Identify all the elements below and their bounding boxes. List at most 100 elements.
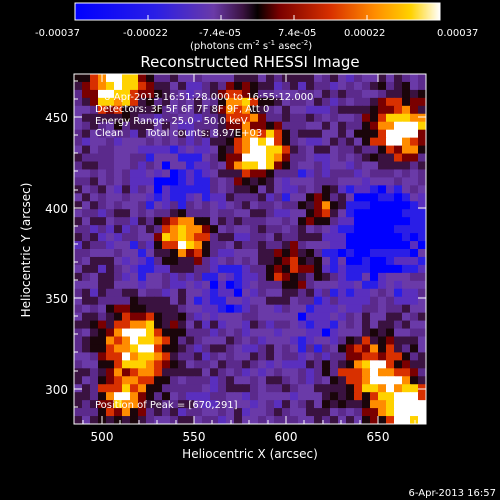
image-pixel [122,352,131,361]
image-pixel [154,113,163,123]
image-pixel [82,296,91,306]
image-pixel [122,137,131,147]
image-pixel [130,217,139,226]
y-axis [74,80,426,408]
image-pixel [242,81,251,91]
image-pixel [74,416,83,424]
image-pixel [186,169,195,178]
image-pixel [258,320,267,330]
image-pixel [290,280,299,290]
image-pixel [362,384,371,393]
image-pixel [226,241,235,250]
image-pixel [274,241,283,250]
image-pixel [226,97,235,107]
image-pixel [154,392,163,401]
image-pixel [298,392,307,401]
image-pixel [274,233,283,242]
image-pixel [410,145,419,155]
image-pixel [298,177,307,186]
image-pixel [178,113,187,123]
image-pixel [234,352,243,361]
image-pixel [394,320,403,330]
image-pixel [258,169,267,178]
image-pixel [210,137,219,147]
image-pixel [234,129,243,139]
image-pixel [122,89,131,99]
image-pixel [242,137,251,147]
image-pixel [106,81,115,91]
image-pixel [154,400,163,409]
image-pixel [290,185,299,194]
image-pixel [418,201,426,210]
image-pixel [178,233,187,242]
image-pixel [306,169,315,178]
image-pixel [282,193,291,202]
image-pixel [74,225,83,234]
image-pixel [282,376,291,385]
image-pixel [178,392,187,401]
x-axis [82,74,416,424]
image-pixel [74,352,83,361]
image-pixel [162,312,171,322]
image-pixel [170,392,179,401]
image-pixel [298,336,307,346]
image-pixel [146,217,155,226]
image-pixel [386,296,395,306]
image-pixel [106,74,115,83]
image-pixel [234,89,243,99]
image-pixel [146,272,155,282]
image-pixel [82,400,91,409]
image-pixel [122,256,131,266]
image-pixel [74,360,83,369]
image-pixel [322,352,331,361]
image-pixel [218,256,227,266]
image-pixel [122,81,131,91]
image-pixel [146,209,155,218]
image-pixel [266,360,275,369]
image-pixel [330,201,339,210]
image-pixel [186,97,195,107]
image-pixel [226,256,235,266]
image-pixel [330,145,339,155]
image-pixel [90,384,99,393]
image-pixel [418,400,426,409]
image-pixel [106,272,115,282]
image-pixel [330,225,339,234]
image-pixel [114,280,123,290]
image-pixel [178,209,187,218]
image-pixel [90,74,99,83]
image-pixel [322,161,331,171]
image-pixel [314,288,323,298]
image-pixel [98,193,107,202]
image-pixel [274,81,283,91]
image-pixel [178,121,187,131]
image-pixel [282,352,291,361]
image-pixel [234,392,243,401]
image-pixel [178,145,187,155]
image-pixel [162,344,171,353]
image-pixel [298,121,307,131]
image-pixel [378,137,387,147]
image-pixel [130,113,139,123]
image-pixel [306,376,315,385]
colorbar-tick-label: -0.00037 [35,28,80,39]
image-pixel [274,376,283,385]
image-pixel [138,392,147,401]
image-pixel [146,249,155,258]
image-pixel [330,328,339,338]
image-pixel [314,177,323,186]
image-pixel [266,328,275,338]
image-pixel [378,169,387,178]
image-pixel [282,81,291,91]
image-pixel [210,328,219,338]
image-pixel [154,320,163,330]
image-pixel [98,360,107,369]
image-pixel [362,320,371,330]
image-pixel [306,408,315,417]
image-pixel [170,113,179,123]
image-pixel [138,288,147,298]
image-pixel [394,312,403,322]
image-pixel [114,264,123,274]
image-pixel [154,209,163,218]
image-pixel [354,328,363,338]
